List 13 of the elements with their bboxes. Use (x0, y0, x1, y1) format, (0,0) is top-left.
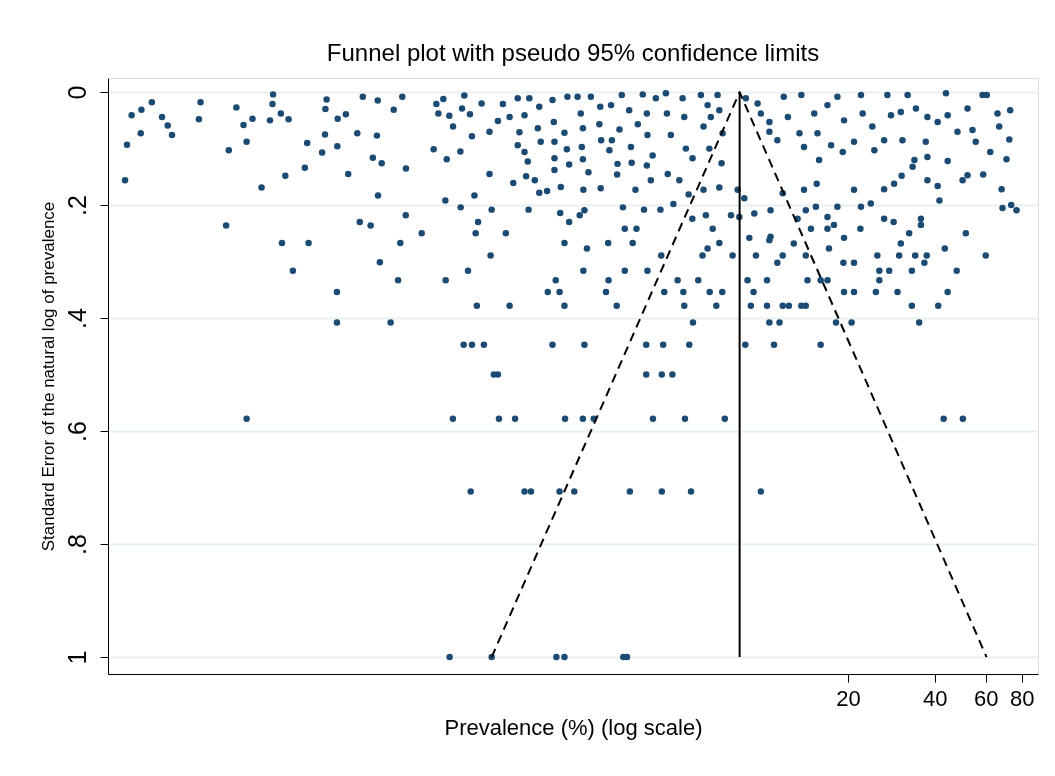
y-tick-label: .8 (62, 534, 91, 555)
y-axis-title: Standard Error of the natural log of prevalence (38, 201, 58, 552)
x-axis-title: Prevalence (%) (log scale) (444, 714, 703, 740)
y-tick-label: 1 (62, 650, 91, 665)
x-tick-label: 20 (836, 685, 861, 711)
chart-title: Funnel plot with pseudo 95% confidence limits (326, 39, 820, 66)
x-tick-label: 60 (973, 685, 999, 711)
x-tick-label: 40 (923, 685, 948, 711)
y-tick-label: .4 (62, 308, 91, 330)
y-tick-label: 0 (62, 85, 91, 100)
x-tick-label: 80 (1010, 685, 1035, 711)
y-tick-label: .2 (62, 195, 91, 217)
y-tick-label: .6 (62, 421, 91, 443)
